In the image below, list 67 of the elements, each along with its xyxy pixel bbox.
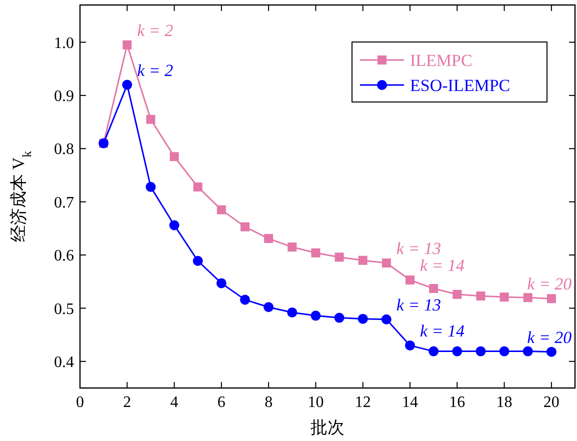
- point: [358, 314, 368, 324]
- point: [500, 292, 509, 302]
- point: [193, 182, 202, 192]
- point: [428, 346, 439, 356]
- x-tick-label: 12: [354, 394, 371, 411]
- point: [476, 346, 486, 356]
- annotation: k = 2: [137, 60, 174, 80]
- x-tick-label: 0: [76, 394, 84, 411]
- point: [146, 182, 156, 192]
- point: [523, 293, 532, 302]
- y-tick-label: 0.7: [54, 194, 74, 212]
- x-tick-label: 14: [402, 394, 418, 411]
- point: [405, 340, 415, 350]
- point: [146, 114, 156, 124]
- point: [334, 312, 344, 323]
- x-tick-label: 16: [449, 394, 466, 411]
- point: [288, 242, 297, 252]
- y-tick-label: 0.5: [54, 300, 74, 318]
- point: [358, 256, 368, 265]
- point: [122, 80, 132, 90]
- point: [382, 258, 391, 268]
- point: [310, 310, 321, 321]
- point: [546, 294, 556, 304]
- x-tick-label: 10: [308, 394, 324, 411]
- y-tick-label: 1.0: [54, 34, 74, 52]
- annotation: k = 13: [396, 295, 441, 314]
- point: [522, 346, 533, 356]
- annotation: k = 13: [396, 238, 441, 258]
- x-axis-title: 批次: [310, 418, 344, 437]
- point: [499, 346, 510, 356]
- point: [122, 40, 132, 50]
- annotation: k = 14: [420, 321, 466, 340]
- y-tick-label: 0.6: [54, 248, 74, 265]
- point: [216, 278, 226, 288]
- legend-label: ILEMPC: [410, 50, 472, 70]
- point: [311, 248, 320, 258]
- x-tick-label: 6: [217, 394, 226, 411]
- y-tick-label: 0.9: [54, 88, 74, 106]
- x-tick-label: 2: [123, 394, 132, 411]
- point: [264, 234, 274, 244]
- point: [170, 152, 179, 162]
- annotation: k = 20: [527, 274, 572, 294]
- point: [406, 276, 414, 285]
- point: [287, 307, 298, 318]
- x-tick-label: 8: [264, 394, 273, 411]
- point: [546, 346, 556, 357]
- annotation: k = 20: [527, 328, 572, 347]
- point: [452, 290, 462, 299]
- point: [264, 302, 274, 312]
- x-tick-label: 18: [496, 394, 512, 411]
- point: [334, 252, 344, 262]
- annotation: k = 2: [137, 20, 174, 40]
- y-tick-label: 0.8: [54, 141, 74, 158]
- annotation: k = 14: [420, 256, 466, 276]
- point: [476, 291, 486, 300]
- point: [381, 314, 392, 324]
- x-tick-label: 20: [543, 394, 560, 411]
- point: [429, 284, 438, 294]
- point: [452, 346, 462, 356]
- point: [240, 294, 250, 305]
- x-tick-label: 4: [170, 394, 178, 411]
- legend-label: ESO-ILEMPC: [410, 76, 510, 95]
- point: [169, 220, 180, 230]
- point: [216, 205, 226, 214]
- point: [240, 222, 250, 232]
- y-tick-label: 0.4: [54, 354, 74, 372]
- point: [192, 256, 203, 266]
